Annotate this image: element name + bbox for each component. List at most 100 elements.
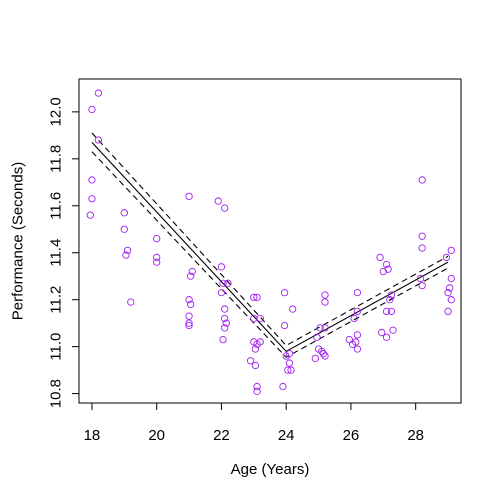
y-tick-label: 11.6 (48, 192, 65, 220)
data-point (185, 319, 193, 327)
data-point (88, 195, 96, 203)
data-point (285, 359, 294, 367)
data-point (416, 274, 425, 283)
data-point (418, 232, 426, 240)
data-point (187, 272, 195, 280)
data-point (418, 281, 426, 290)
data-point (321, 324, 329, 332)
data-point (353, 307, 362, 316)
y-tick-label: 11.8 (48, 145, 65, 173)
lower-band-line (91, 151, 449, 358)
data-point (120, 209, 128, 217)
fit-line (91, 142, 449, 353)
data-point (446, 284, 454, 292)
data-point (94, 89, 103, 97)
data-point (280, 321, 289, 330)
data-point (350, 314, 358, 323)
data-point (185, 321, 193, 330)
y-tick-label: 10.8 (48, 379, 65, 408)
data-point (221, 324, 229, 332)
ticks-layer: 18 20 22 24 26 28 10.8 11.0 11.2 11.4 11.6 11.8 12.0 (48, 97, 425, 444)
data-point (256, 338, 264, 346)
data-point (382, 307, 391, 316)
data-point (222, 319, 230, 327)
data-point (280, 289, 289, 297)
data-point (311, 354, 319, 363)
data-point (185, 296, 193, 304)
data-point (345, 335, 353, 344)
data-point (387, 291, 396, 299)
data-point (122, 251, 130, 259)
data-point (444, 289, 452, 297)
data-point (418, 176, 426, 184)
data-point (287, 366, 295, 374)
data-point (447, 296, 455, 304)
data-point (88, 176, 96, 184)
data-point (313, 333, 321, 341)
data-point (153, 258, 161, 266)
data-point (253, 382, 261, 391)
data-point (88, 105, 96, 114)
data-point (353, 345, 362, 353)
x-tick-label: 20 (148, 427, 165, 444)
data-point (321, 352, 329, 360)
data-point (224, 279, 232, 287)
data-point (321, 291, 329, 299)
points-layer (86, 89, 455, 395)
data-point (256, 314, 264, 323)
data-point (153, 235, 161, 243)
data-point (447, 246, 455, 255)
data-point (217, 289, 226, 297)
data-point (353, 331, 362, 339)
data-point (289, 305, 297, 313)
data-point (185, 312, 193, 320)
x-tick-label: 28 (407, 427, 424, 444)
data-point (221, 204, 229, 212)
data-point (353, 289, 362, 297)
data-point (376, 253, 384, 262)
data-point (185, 192, 193, 201)
x-axis-label: Age (Years) (231, 461, 310, 478)
data-point (316, 324, 324, 332)
y-tick-label: 12.0 (48, 97, 65, 126)
data-point (442, 253, 451, 262)
data-point (379, 267, 387, 276)
x-tick-label: 26 (343, 427, 360, 444)
data-point (418, 244, 426, 252)
data-point (221, 314, 229, 323)
data-point (127, 298, 135, 306)
data-point (123, 246, 132, 255)
data-point (86, 211, 94, 219)
data-point (382, 333, 391, 341)
plot-frame (78, 78, 462, 404)
data-point (188, 267, 196, 276)
data-point (387, 307, 396, 316)
data-point (251, 361, 260, 370)
data-point (250, 293, 258, 301)
data-point (382, 260, 391, 269)
data-point (348, 340, 357, 348)
x-tick-label: 22 (213, 427, 230, 444)
data-point (94, 136, 103, 144)
data-point (384, 265, 392, 273)
data-point (219, 279, 227, 287)
y-axis-label: Performance (Seconds) (10, 162, 27, 320)
data-point (187, 300, 195, 309)
data-point (444, 307, 452, 316)
y-tick-label: 11.0 (48, 333, 65, 361)
data-point (214, 197, 222, 205)
data-point (253, 387, 261, 395)
data-point (221, 305, 229, 313)
lines-layer (91, 132, 449, 358)
upper-band-line (91, 132, 449, 347)
data-point (253, 293, 261, 301)
y-tick-label: 11.4 (48, 239, 65, 267)
data-point (217, 263, 226, 271)
data-point (246, 357, 255, 365)
data-point (251, 345, 260, 353)
data-point (120, 225, 128, 233)
data-point (319, 350, 328, 358)
data-point (284, 366, 292, 374)
x-tick-label: 18 (84, 427, 101, 444)
